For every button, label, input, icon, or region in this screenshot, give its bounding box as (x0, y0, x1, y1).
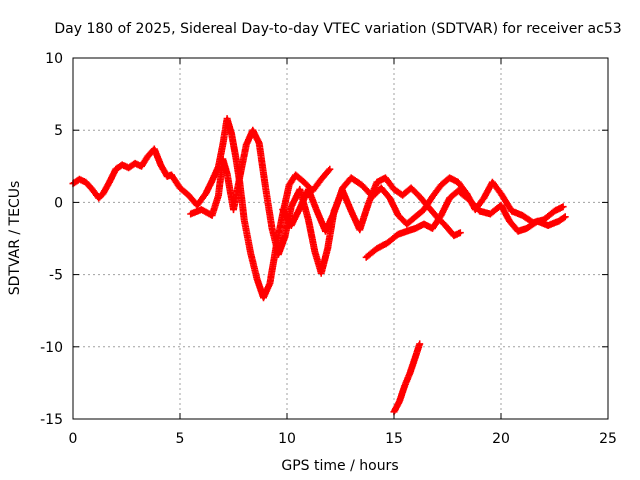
x-axis-label: GPS time / hours (281, 458, 398, 474)
x-tick-label: 20 (492, 431, 510, 447)
gridlines (73, 58, 608, 419)
y-axis-label: SDTVAR / TECUs (7, 181, 23, 296)
x-tick-label: 10 (278, 431, 296, 447)
x-tick-label: 0 (69, 431, 78, 447)
series-markers (279, 174, 567, 235)
series-markers (187, 126, 464, 277)
series-markers (362, 187, 569, 261)
chart-title: Day 180 of 2025, Sidereal Day-to-day VTE… (54, 21, 621, 37)
x-tick-label: 25 (599, 431, 617, 447)
series-markers (390, 340, 424, 416)
series-arc-1 (69, 145, 175, 202)
x-tick-label: 5 (176, 431, 185, 447)
series-markers (69, 145, 175, 202)
series-arc-4 (279, 174, 567, 235)
data-points (69, 115, 569, 416)
x-tick-label: 15 (385, 431, 403, 447)
series-arc-3 (187, 126, 464, 277)
axis-ticks: 0 5 10 15 20 25 -15 -10 -5 0 5 10 (40, 51, 617, 447)
y-tick-label: -10 (40, 340, 63, 356)
series-arc-2 (167, 115, 334, 302)
y-tick-label: 5 (54, 123, 63, 139)
y-tick-label: 0 (54, 195, 63, 211)
y-tick-label: -15 (40, 412, 63, 428)
plot-frame (72, 57, 609, 420)
series-markers (167, 115, 334, 302)
series-arc-6 (390, 340, 424, 416)
y-tick-label: -5 (49, 268, 63, 284)
series-arc-5 (362, 187, 569, 261)
y-tick-label: 10 (45, 51, 63, 67)
